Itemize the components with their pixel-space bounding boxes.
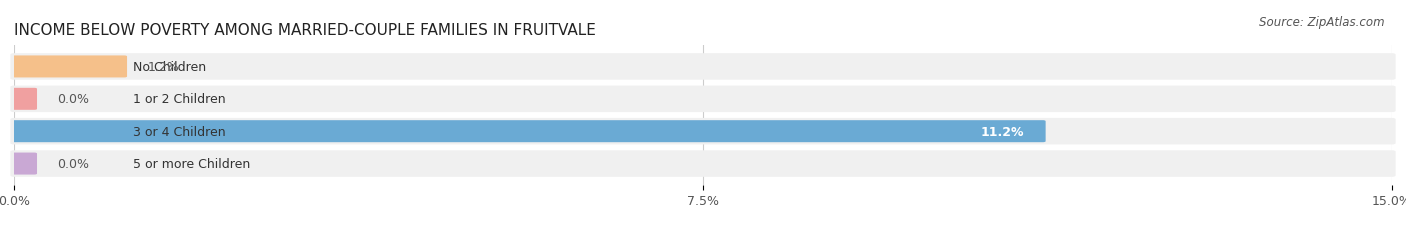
Text: No Children: No Children (134, 61, 207, 74)
Text: 1.2%: 1.2% (148, 61, 179, 74)
FancyBboxPatch shape (11, 88, 37, 110)
FancyBboxPatch shape (11, 153, 37, 175)
FancyBboxPatch shape (11, 121, 1046, 143)
Text: 0.0%: 0.0% (58, 93, 89, 106)
Text: 0.0%: 0.0% (58, 157, 89, 170)
Text: 11.2%: 11.2% (981, 125, 1025, 138)
FancyBboxPatch shape (10, 54, 1396, 80)
Text: 3 or 4 Children: 3 or 4 Children (134, 125, 226, 138)
FancyBboxPatch shape (11, 56, 127, 78)
Text: 1 or 2 Children: 1 or 2 Children (134, 93, 226, 106)
FancyBboxPatch shape (10, 86, 1396, 112)
Text: INCOME BELOW POVERTY AMONG MARRIED-COUPLE FAMILIES IN FRUITVALE: INCOME BELOW POVERTY AMONG MARRIED-COUPL… (14, 23, 596, 38)
FancyBboxPatch shape (10, 119, 1396, 145)
Text: Source: ZipAtlas.com: Source: ZipAtlas.com (1260, 16, 1385, 29)
FancyBboxPatch shape (10, 151, 1396, 177)
Text: 5 or more Children: 5 or more Children (134, 157, 250, 170)
